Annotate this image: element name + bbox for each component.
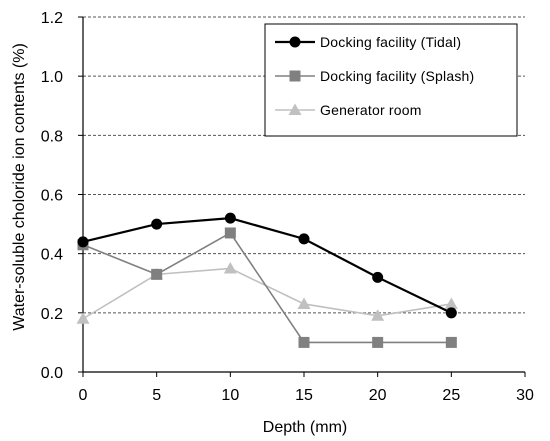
legend-marker-circle bbox=[289, 36, 301, 48]
y-axis-title: Water-soluble choloride ion contents (%) bbox=[11, 43, 28, 331]
data-point-triangle bbox=[76, 312, 90, 324]
y-tick-label: 0.4 bbox=[41, 247, 63, 264]
legend-marker-triangle bbox=[288, 103, 302, 115]
data-point-square bbox=[445, 336, 457, 348]
data-point-square bbox=[372, 336, 384, 348]
data-point-circle bbox=[445, 307, 457, 319]
y-tick-labels: 0.0 0.2 0.4 0.6 0.8 1.0 1.2 bbox=[41, 10, 63, 382]
data-point-square bbox=[151, 268, 163, 280]
legend-label: Docking facility (Tidal) bbox=[320, 34, 461, 50]
data-point-square bbox=[298, 336, 310, 348]
data-point-triangle bbox=[444, 297, 458, 309]
data-point-triangle bbox=[297, 297, 311, 309]
y-tick-label: 0.2 bbox=[41, 306, 63, 323]
x-tick-label: 10 bbox=[221, 387, 239, 404]
x-tick-labels: 0 5 10 15 20 25 30 bbox=[79, 387, 534, 404]
x-tick-label: 5 bbox=[152, 387, 161, 404]
series-layer bbox=[76, 212, 458, 348]
series-line-1 bbox=[82, 231, 452, 344]
data-point-circle bbox=[372, 271, 384, 283]
data-point-circle bbox=[298, 233, 310, 245]
y-tick-label: 1.2 bbox=[41, 10, 63, 27]
x-tick-label: 15 bbox=[295, 387, 313, 404]
legend-label: Generator room bbox=[320, 102, 422, 118]
series-line-0 bbox=[82, 217, 452, 314]
data-point-circle bbox=[77, 236, 89, 248]
x-tick-label: 0 bbox=[79, 387, 88, 404]
data-point-triangle bbox=[371, 309, 385, 321]
x-axis-title: Depth (mm) bbox=[263, 419, 347, 436]
legend-marker-square bbox=[289, 70, 301, 82]
legend: Docking facility (Tidal) Docking facility… bbox=[264, 23, 518, 137]
y-tick-label: 0.8 bbox=[41, 128, 63, 145]
data-point-square bbox=[224, 227, 236, 239]
y-tick-label: 0.0 bbox=[41, 365, 63, 382]
y-tick-label: 0.6 bbox=[41, 188, 63, 205]
legend-label: Docking facility (Splash) bbox=[320, 68, 474, 84]
y-tick-label: 1.0 bbox=[41, 69, 63, 86]
data-point-circle bbox=[224, 212, 236, 224]
data-point-triangle bbox=[223, 261, 237, 274]
x-tick-label: 20 bbox=[369, 387, 387, 404]
x-tick-label: 30 bbox=[516, 387, 534, 404]
series-line-2 bbox=[82, 267, 452, 320]
x-tick-label: 25 bbox=[442, 387, 460, 404]
data-point-circle bbox=[151, 218, 163, 230]
